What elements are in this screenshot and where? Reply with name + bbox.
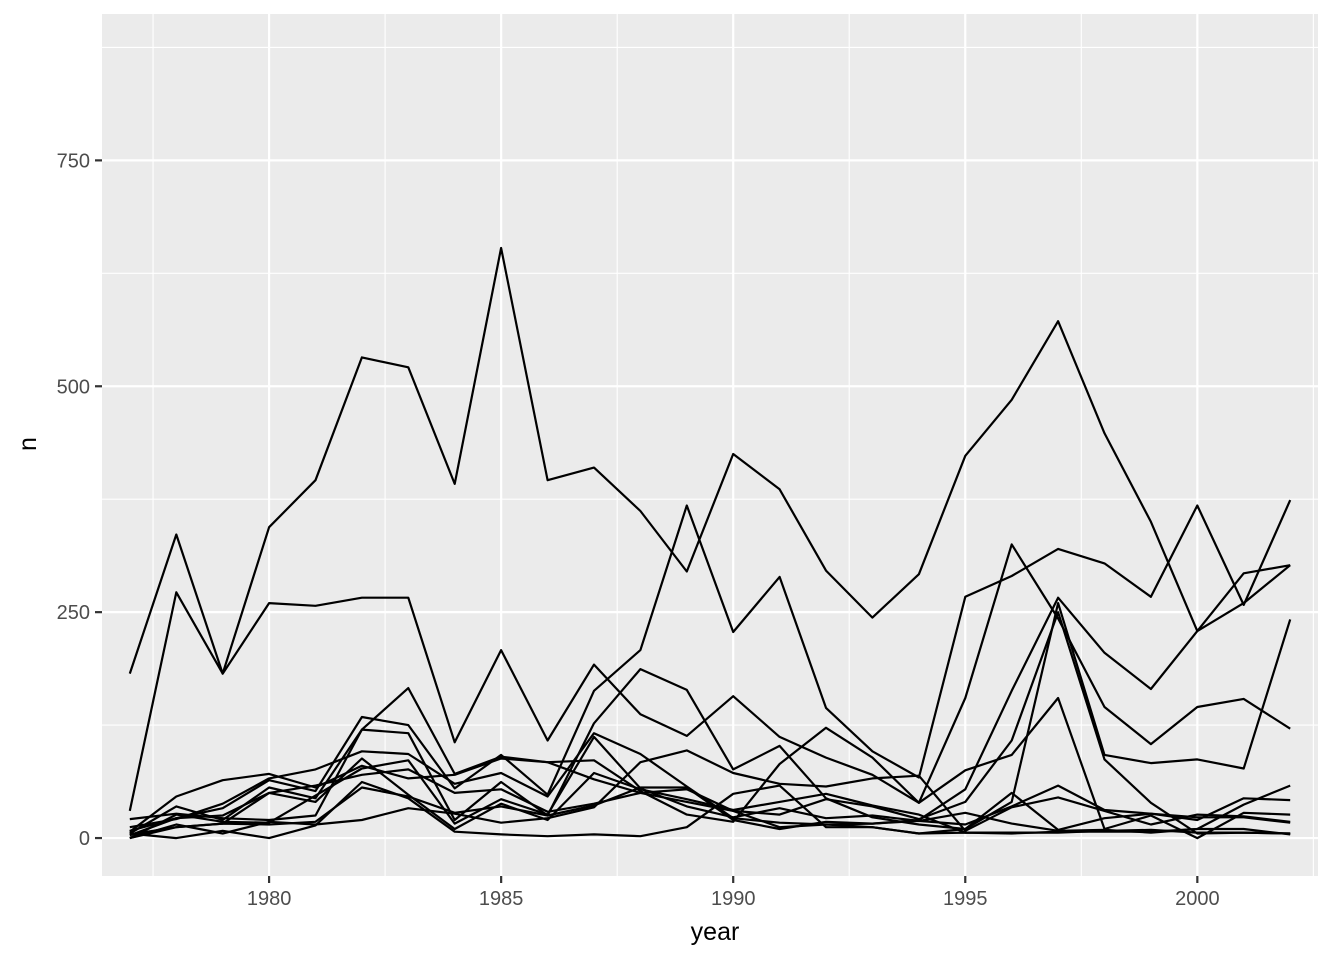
x-tick-label: 1995	[943, 888, 988, 910]
x-tick-label: 1990	[711, 888, 756, 910]
x-tick-label: 1980	[247, 888, 292, 910]
series-line-6	[129, 564, 1291, 829]
major-gridlines	[102, 14, 1318, 876]
series-line-1	[128, 246, 1291, 675]
y-tick-label: 0	[79, 828, 90, 850]
x-tick-label: 2000	[1175, 888, 1220, 910]
x-axis-title: year	[691, 918, 740, 946]
minor-gridlines	[102, 14, 1318, 876]
plot-panel	[102, 14, 1318, 876]
y-axis-title: n	[14, 437, 42, 451]
x-axis: 1980 1985 1990 1995 2000	[247, 876, 1220, 910]
series-line-13	[129, 780, 1291, 840]
x-tick-label: 1985	[479, 888, 524, 910]
y-axis: 0 250 500 750	[57, 150, 102, 850]
series-line-3	[129, 499, 1292, 837]
series-line-12	[129, 749, 1291, 840]
series-lines	[128, 246, 1292, 840]
series-line-5	[129, 543, 1291, 823]
y-tick-label: 250	[57, 602, 90, 624]
series-line-4	[129, 601, 1292, 835]
y-tick-label: 750	[57, 150, 90, 172]
series-line-11	[129, 784, 1291, 836]
y-tick-label: 500	[57, 376, 90, 398]
